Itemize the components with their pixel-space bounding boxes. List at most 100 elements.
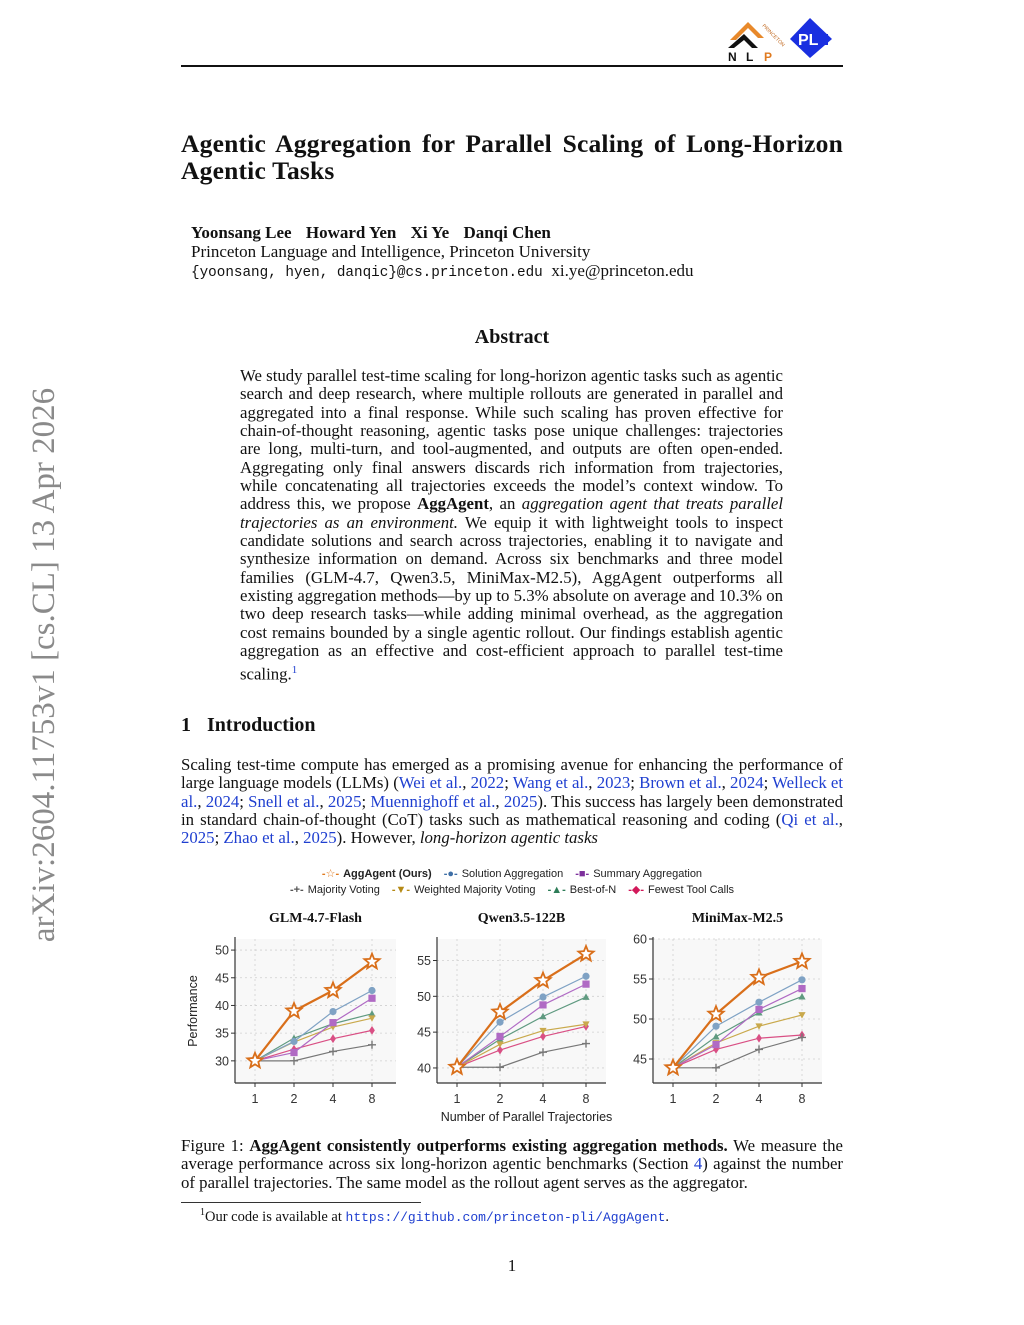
text-run: ; <box>214 828 224 848</box>
svg-text:PRINCETON: PRINCETON <box>761 23 786 48</box>
circle-marker <box>290 1037 298 1046</box>
series-line <box>672 996 803 1069</box>
series-line <box>254 1029 373 1062</box>
citation-link[interactable]: Qi et al. <box>781 810 839 830</box>
triangle-up-marker <box>368 1010 376 1017</box>
text-run: We study parallel test-time scaling for … <box>240 366 783 514</box>
text-run: AggAgent <box>417 494 489 514</box>
x-tick-label: 1 <box>454 1092 461 1106</box>
star-marker <box>362 951 382 971</box>
series-line <box>254 989 373 1062</box>
x-tick-label: 4 <box>756 1092 763 1106</box>
chart-title: MiniMax-M2.5 <box>692 911 783 926</box>
abstract-heading: Abstract <box>474 326 550 348</box>
plus-marker <box>755 1045 763 1054</box>
star-marker <box>323 980 343 999</box>
legend-label: Summary Aggregation <box>593 868 703 880</box>
circle-marker <box>496 1018 504 1026</box>
caption-text: We measure the average performance acros… <box>181 1136 843 1174</box>
citation-link[interactable]: 2024 <box>730 773 764 793</box>
emails: {yoonsang, hyen, danqic}@cs.princeton.ed… <box>191 261 694 281</box>
code-url-link[interactable]: https://github.com/princeton-pli/AggAgen… <box>345 1209 666 1225</box>
y-tick-label: 40 <box>417 1061 431 1075</box>
x-tick-label: 1 <box>252 1092 259 1106</box>
series-line <box>456 1025 587 1068</box>
citation-link[interactable]: 2025 <box>303 828 337 848</box>
citation-link[interactable]: 2025 <box>327 791 362 811</box>
plus-marker <box>496 1063 504 1072</box>
affiliation: Princeton Language and Intelligence, Pri… <box>191 242 591 261</box>
plus-marker <box>712 1063 720 1072</box>
circle-marker <box>539 993 547 1001</box>
legend-label: Weighted Majority Voting <box>414 884 536 896</box>
x-axis-label: Number of Parallel Trajectories <box>441 1110 613 1124</box>
caption-label: Figure 1: <box>181 1136 250 1155</box>
abstract-body: We study parallel test-time scaling for … <box>240 366 784 683</box>
star-marker <box>792 950 812 970</box>
citation-link[interactable]: 2022 <box>470 773 505 793</box>
series-line <box>456 996 587 1068</box>
star-marker <box>447 1056 467 1076</box>
legend-label: Best-of-N <box>569 884 617 896</box>
y-tick-label: 50 <box>417 990 431 1004</box>
page-number: 1 <box>507 1256 517 1275</box>
chart-panel-2: 40 45 50 55 1 2 4 8 Qwen3.5-122B Number of Parall… <box>417 911 612 1124</box>
circle-marker <box>798 976 806 984</box>
chart-panel-1: 30 35 40 45 50 1 2 4 8 GLM-4.7-Flash Performance <box>186 911 396 1106</box>
series-line <box>672 1014 803 1069</box>
footnote-ref[interactable]: 1 <box>291 663 298 676</box>
citation-link[interactable]: Brown et al. <box>639 773 722 793</box>
author: Howard Yen <box>305 223 397 242</box>
chart-title: Qwen3.5-122B <box>478 911 566 926</box>
citation-link[interactable]: Wang et al. <box>512 773 589 793</box>
x-tick-label: 8 <box>799 1092 806 1106</box>
y-tick-label: 50 <box>215 944 229 958</box>
square-marker <box>539 1001 547 1009</box>
text-run: , <box>838 810 843 830</box>
citation-link[interactable]: Zhao et al. <box>223 828 295 848</box>
circle-marker-icon: -●- <box>443 868 458 880</box>
series-line <box>672 979 803 1069</box>
text-run: , <box>588 773 597 793</box>
series-majority-voting <box>453 1039 590 1072</box>
caption-text-end: ) against the number of parallel traject… <box>181 1154 843 1192</box>
legend-item: -+- Majority Voting <box>290 884 380 896</box>
text-run: ; <box>361 791 371 811</box>
x-tick-label: 2 <box>713 1092 720 1106</box>
text-run: aggregation agent that treats parallel t… <box>240 494 784 532</box>
star-marker <box>533 970 553 989</box>
text-run: , <box>495 791 504 811</box>
footnote: 1Our code is available at https://github… <box>200 1207 669 1226</box>
series-line <box>672 960 803 1069</box>
y-axis-label: Performance <box>186 975 200 1047</box>
citation-link[interactable]: Snell et al. <box>248 791 320 811</box>
section-number: 1 <box>181 714 191 736</box>
citation-link[interactable]: Wei et al. <box>398 773 463 793</box>
citation-link[interactable]: Muennighoff et al. <box>370 791 496 811</box>
chart-title: GLM-4.7-Flash <box>269 911 362 926</box>
triangle-down-marker <box>755 1023 763 1030</box>
citation-link[interactable]: 2025 <box>181 828 215 848</box>
citation-link[interactable]: 2025 <box>503 791 538 811</box>
plus-marker <box>582 1039 590 1048</box>
series-line <box>456 975 587 1068</box>
citation-link[interactable]: 2023 <box>596 773 631 793</box>
triangle-down-marker <box>496 1041 504 1048</box>
footnote-text: Our code is available at <box>205 1208 346 1225</box>
section-title: Introduction <box>207 714 316 736</box>
section-ref-link[interactable]: 4 <box>693 1154 703 1174</box>
citation-link[interactable]: 2024 <box>205 791 240 811</box>
y-tick-label: 45 <box>633 1053 647 1067</box>
y-tick-label: 55 <box>633 973 647 987</box>
triangle-up-marker-icon: -▲- <box>547 884 566 896</box>
triangle-down-marker <box>582 1021 590 1028</box>
svg-text:N: N <box>728 50 737 64</box>
series-line <box>456 953 587 1068</box>
authors: Yoonsang Lee Howard Yen Xi Ye Danqi Chen <box>191 223 561 243</box>
series-line <box>456 983 587 1068</box>
plus-marker <box>290 1056 298 1065</box>
star-marker <box>490 1001 510 1021</box>
series-line <box>457 1043 587 1068</box>
text-run: ). This success has largely been demonst… <box>181 791 844 830</box>
citation-link[interactable]: Welleck et al. <box>181 773 844 811</box>
